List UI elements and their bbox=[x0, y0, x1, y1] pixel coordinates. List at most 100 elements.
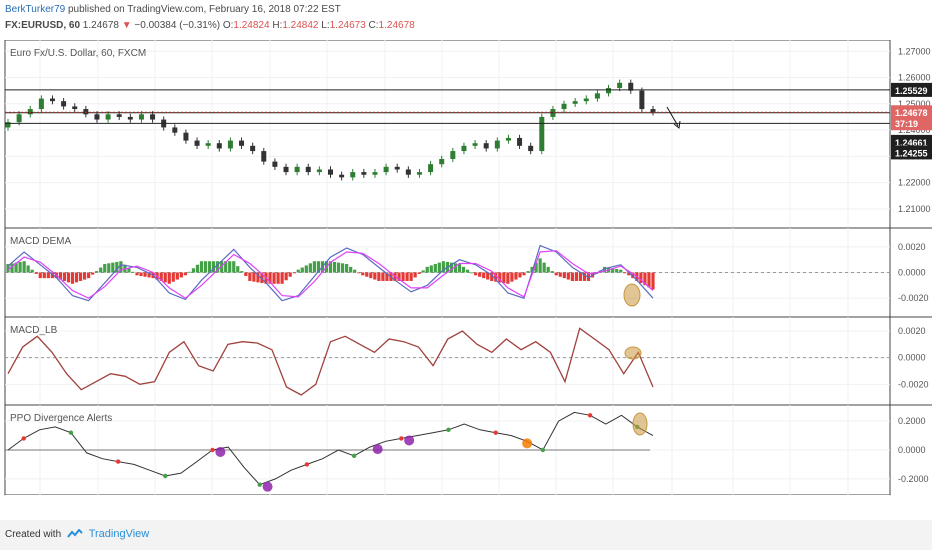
candle bbox=[361, 172, 367, 175]
price-change: −0.00384 (−0.31%) bbox=[134, 20, 221, 31]
histogram-bar bbox=[34, 272, 38, 274]
price-tag-label: 1.24255 bbox=[895, 148, 928, 158]
histogram-bar bbox=[457, 264, 462, 273]
tradingview-logo-icon bbox=[67, 529, 83, 538]
highlight-marker bbox=[623, 283, 641, 307]
ppo-dot bbox=[115, 459, 121, 464]
price-tag-label: 1.24678 bbox=[895, 108, 928, 118]
histogram-bar bbox=[469, 272, 474, 274]
histogram-bar bbox=[232, 261, 236, 273]
candle bbox=[294, 166, 300, 173]
open-value: 1.24824 bbox=[233, 20, 270, 31]
histogram-bar bbox=[542, 262, 546, 273]
histogram-bar bbox=[167, 272, 171, 284]
candle bbox=[5, 122, 11, 128]
candle bbox=[150, 114, 156, 120]
histogram-bar bbox=[288, 272, 292, 277]
histogram-bar bbox=[377, 272, 381, 281]
candle bbox=[261, 151, 267, 162]
histogram-bar bbox=[417, 272, 421, 274]
tradingview-brand[interactable]: TradingView bbox=[88, 528, 150, 540]
candle bbox=[239, 140, 245, 146]
pane-title: PPO Divergence Alerts bbox=[10, 413, 112, 424]
open-label: O: bbox=[222, 20, 234, 31]
histogram-bar bbox=[236, 266, 240, 273]
candle bbox=[394, 166, 400, 170]
candle bbox=[94, 114, 100, 120]
price-tag bbox=[891, 105, 932, 120]
candle bbox=[38, 98, 44, 110]
histogram-bar bbox=[530, 266, 534, 273]
y-tick-label: 1.27000 bbox=[898, 46, 931, 56]
histogram-bar bbox=[643, 272, 647, 286]
ppo-dot bbox=[493, 430, 498, 435]
highlight-marker bbox=[632, 412, 648, 436]
y-tick-label: 0.0000 bbox=[898, 353, 926, 363]
candle bbox=[483, 143, 489, 149]
divergence-marker bbox=[404, 435, 415, 446]
histogram-bar bbox=[566, 272, 570, 280]
histogram-bar bbox=[163, 272, 167, 283]
candle bbox=[216, 143, 222, 149]
histogram-bar bbox=[494, 272, 498, 282]
histogram-bar bbox=[582, 272, 587, 281]
histogram-bar bbox=[284, 272, 288, 281]
histogram-bar bbox=[623, 272, 627, 274]
candle bbox=[227, 140, 233, 149]
candle bbox=[116, 114, 122, 117]
ppo-dot bbox=[351, 453, 357, 458]
candle bbox=[339, 174, 345, 178]
candle bbox=[505, 137, 511, 141]
high-value: 1.24842 bbox=[282, 20, 319, 31]
histogram-bar bbox=[413, 272, 417, 278]
histogram-bar bbox=[38, 272, 42, 279]
candle bbox=[606, 88, 612, 94]
last-price: 1.24678 bbox=[82, 20, 119, 31]
histogram-bar bbox=[248, 272, 252, 281]
price-tag-label: 1.25529 bbox=[895, 86, 928, 96]
histogram-bar bbox=[50, 272, 54, 279]
macd-lb-line bbox=[7, 327, 654, 396]
histogram-bar bbox=[280, 272, 284, 284]
histogram-bar bbox=[103, 264, 107, 273]
candle bbox=[528, 145, 534, 152]
low-value: 1.24673 bbox=[329, 20, 366, 31]
histogram-bar bbox=[429, 265, 433, 273]
histogram-bar bbox=[143, 272, 147, 277]
candle bbox=[372, 172, 378, 175]
histogram-bar bbox=[518, 272, 522, 278]
histogram-bar bbox=[272, 272, 276, 284]
close-value: 1.24678 bbox=[378, 20, 415, 31]
histogram-bar bbox=[107, 263, 111, 273]
histogram-bar bbox=[91, 272, 95, 275]
histogram-bar bbox=[361, 272, 365, 276]
price-tag-label: 37:19 bbox=[895, 119, 918, 129]
histogram-bar bbox=[409, 272, 413, 281]
divergence-marker bbox=[215, 447, 226, 457]
ppo-dot bbox=[210, 447, 215, 453]
histogram-bar bbox=[381, 272, 385, 281]
histogram-bar bbox=[131, 271, 135, 273]
highlight-marker bbox=[624, 346, 642, 360]
histogram-bar bbox=[478, 272, 482, 277]
histogram-bar bbox=[365, 272, 369, 277]
candle bbox=[72, 106, 78, 110]
histogram-bar bbox=[95, 271, 99, 273]
chart-area[interactable]: 2567891213141516192021221.270001.260001.… bbox=[0, 40, 932, 498]
histogram-bar bbox=[514, 272, 518, 280]
candle bbox=[628, 82, 634, 91]
histogram-bar bbox=[349, 266, 353, 273]
candle bbox=[405, 169, 411, 175]
published-text: published on TradingView.com, February 1… bbox=[68, 4, 341, 15]
candle bbox=[461, 145, 467, 152]
histogram-bar bbox=[486, 272, 490, 280]
y-tick-label: -0.0020 bbox=[898, 293, 929, 303]
histogram-bar bbox=[373, 272, 377, 280]
histogram-bar bbox=[546, 266, 550, 273]
author-link[interactable]: BerkTurker79 bbox=[5, 4, 66, 15]
histogram-bar bbox=[82, 272, 87, 280]
down-arrow-drawing bbox=[666, 106, 679, 127]
histogram-bar bbox=[611, 268, 615, 273]
histogram-bar bbox=[171, 272, 175, 282]
histogram-bar bbox=[199, 261, 204, 273]
